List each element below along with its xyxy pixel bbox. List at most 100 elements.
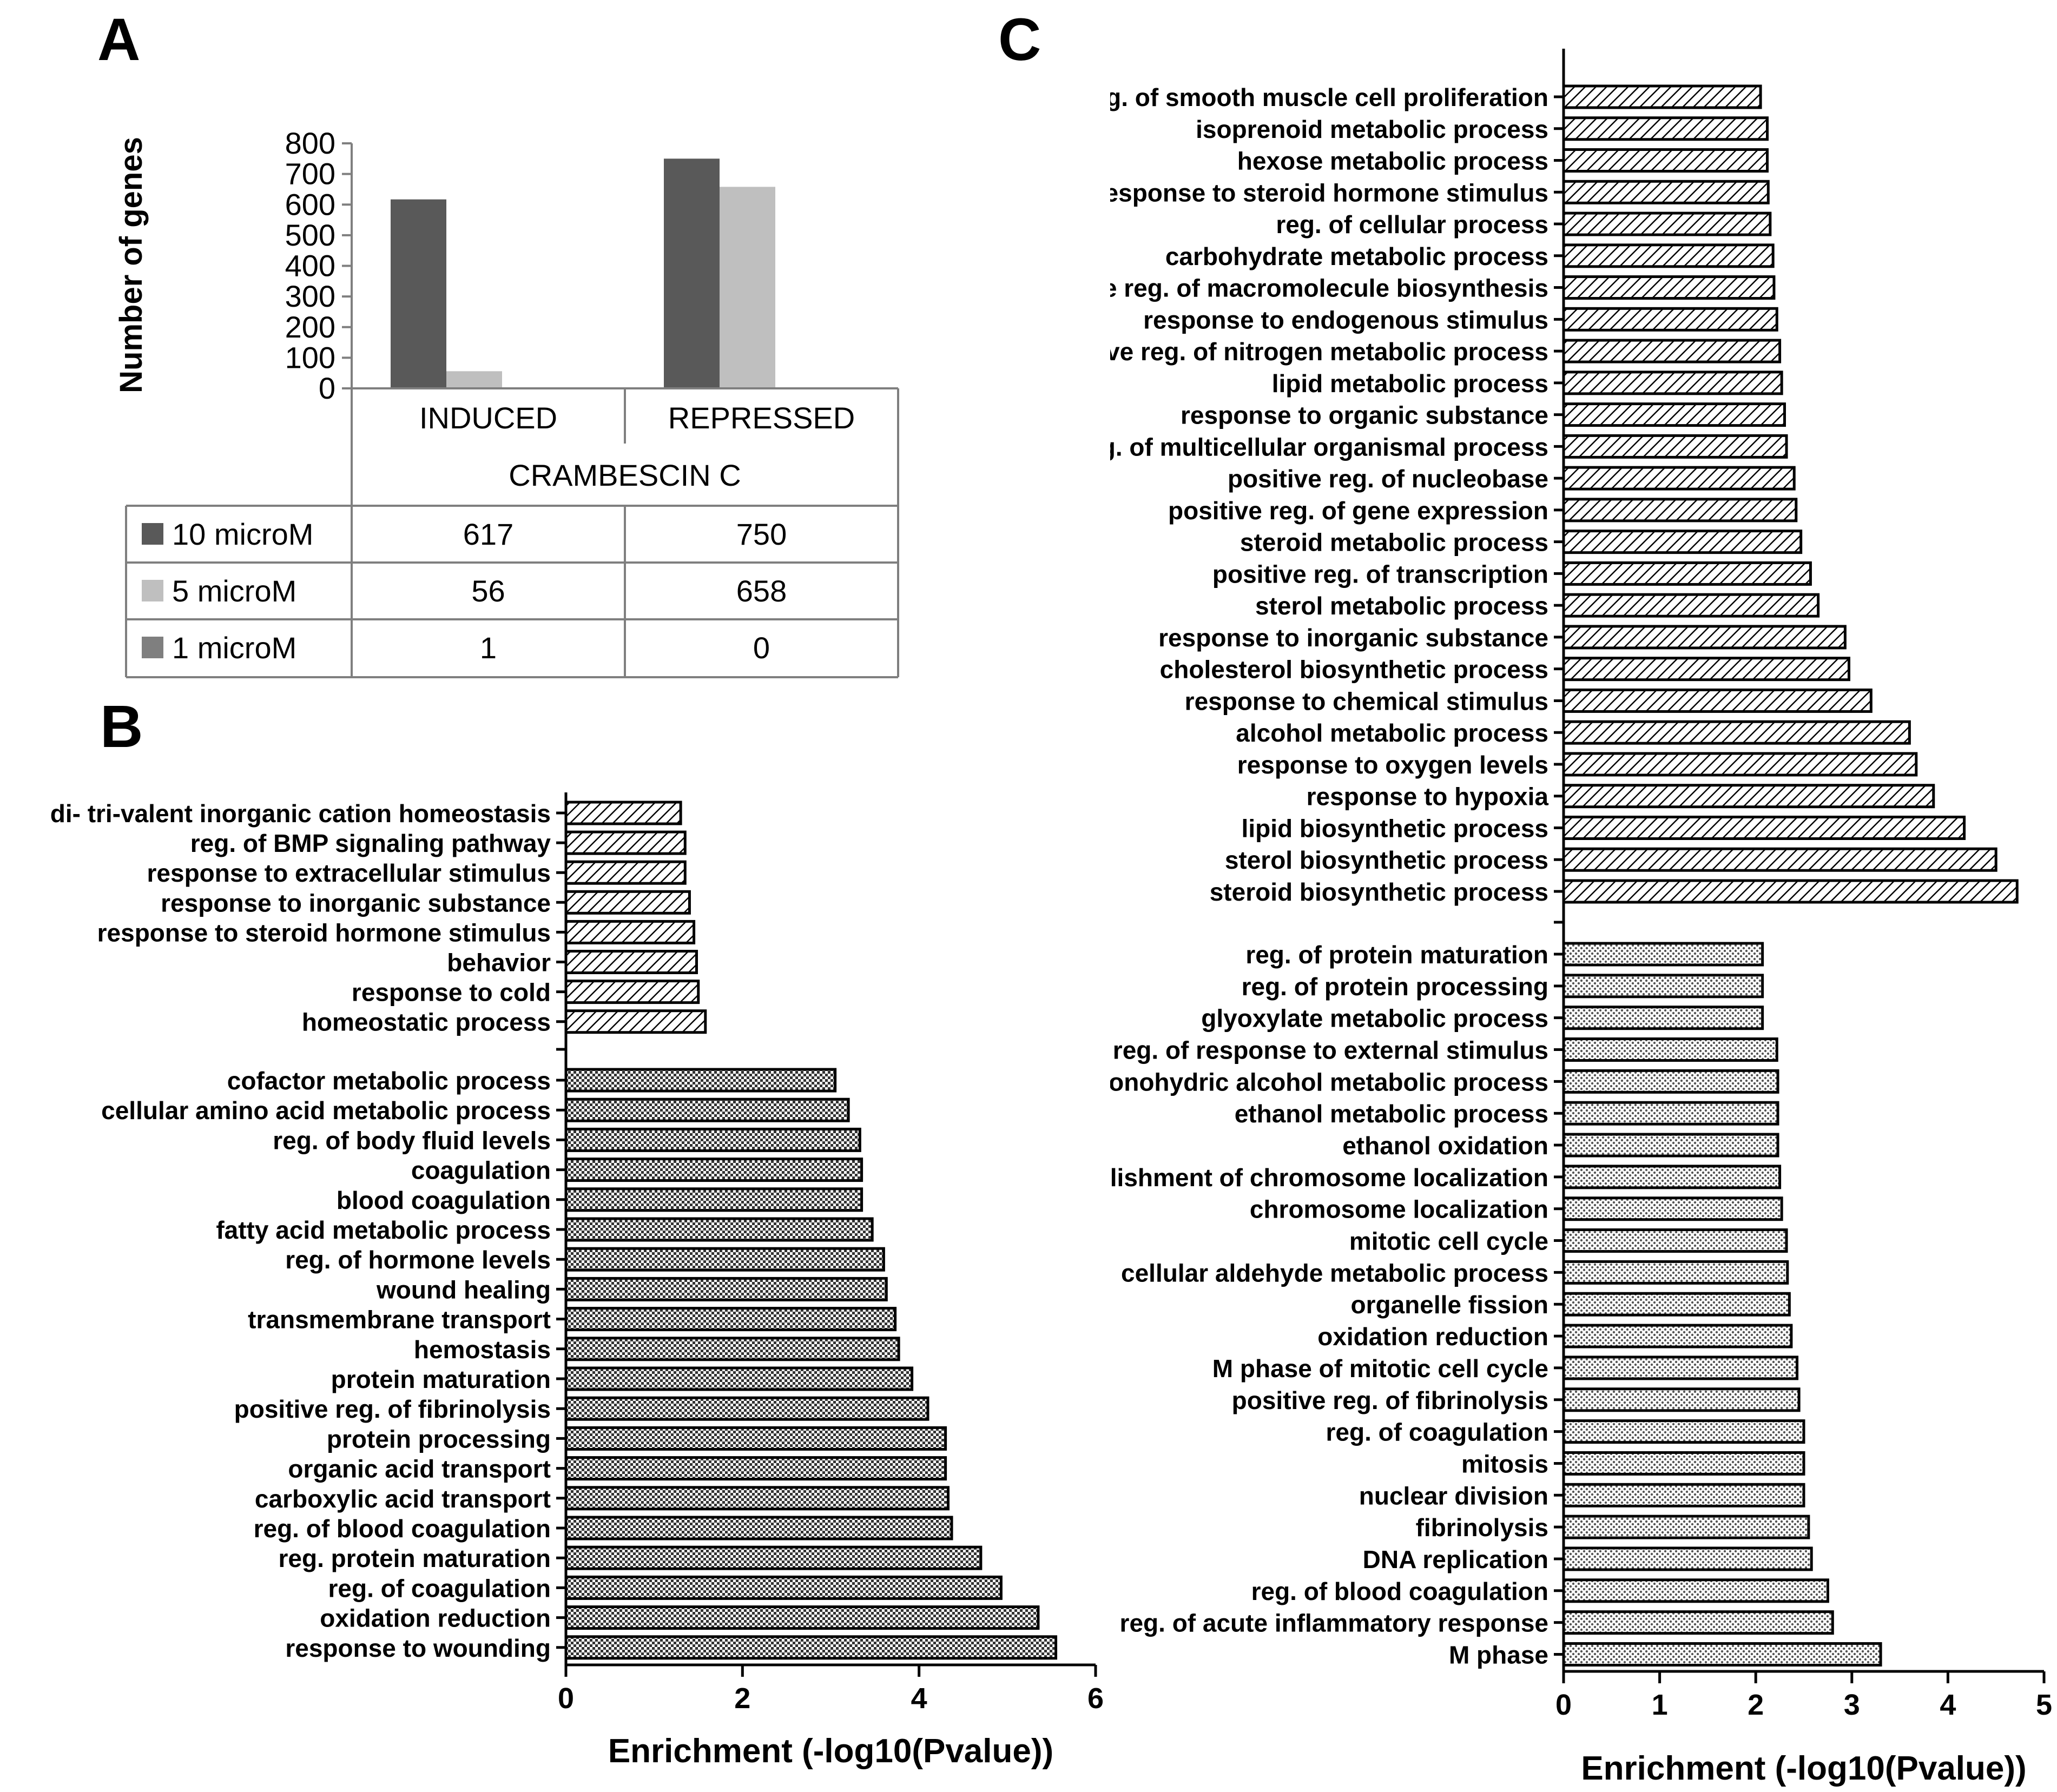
x-tick-label-c: 1 <box>1652 1689 1668 1721</box>
category-label-b: response to wounding <box>285 1634 551 1662</box>
y-tick-label-a: 500 <box>285 218 335 252</box>
x-tick-label-c: 5 <box>2036 1689 2052 1721</box>
bar-b <box>564 1187 863 1212</box>
category-label-c: sterol metabolic process <box>1255 592 1548 620</box>
bar-b <box>564 1127 861 1152</box>
bar-c <box>1562 688 1873 713</box>
category-label-c: organelle fission <box>1350 1291 1548 1319</box>
legend-label-a: 1 microM <box>172 631 296 665</box>
y-tick-label-a: 800 <box>285 126 335 160</box>
bar-c <box>1562 275 1776 300</box>
x-tick-label-b: 6 <box>1087 1682 1104 1715</box>
category-label-b: response to extracellular stimulus <box>147 859 551 887</box>
x-tick-label-b: 4 <box>911 1682 927 1715</box>
category-label-b: reg. of hormone levels <box>285 1246 551 1274</box>
bar-b <box>564 1277 888 1301</box>
x-tick-label-b: 2 <box>734 1682 750 1715</box>
category-label-c: response to hypoxia <box>1307 783 1549 811</box>
bar-b <box>564 1366 914 1391</box>
category-label-c: reg. of acute inflammatory response <box>1120 1609 1548 1637</box>
category-label-a: INDUCED <box>419 401 557 435</box>
category-label-b: reg. of coagulation <box>328 1574 551 1602</box>
bar-c <box>1562 1260 1789 1285</box>
category-label-c: ethanol oxidation <box>1342 1132 1548 1160</box>
x-tick-label-b: 0 <box>558 1682 574 1715</box>
bar-a <box>446 371 502 388</box>
bar-c <box>1562 561 1812 586</box>
category-label-c: response to steroid hormone stimulus <box>1095 178 1548 207</box>
category-label-b: reg. protein maturation <box>279 1544 551 1572</box>
x-tick-label-c: 0 <box>1555 1689 1572 1721</box>
category-label-c: DNA replication <box>1363 1545 1548 1573</box>
category-label-c: positive reg. of macromolecule biosynthe… <box>1023 274 1548 302</box>
table-value-a: 56 <box>471 574 505 608</box>
bar-c <box>1562 784 1935 809</box>
bar-c <box>1562 625 1847 650</box>
bar-c <box>1562 530 1803 554</box>
x-tick-label-c: 4 <box>1940 1689 1956 1721</box>
bar-c <box>1562 752 1918 777</box>
bar-c <box>1562 974 1764 999</box>
chart-c: 0 1 2 3 4 5 Enrichment (-log10(Pvalue)) reg. of… <box>1023 49 2052 1787</box>
bar-c <box>1562 371 1783 395</box>
category-label-b: wound healing <box>376 1275 551 1304</box>
category-label-c: reg. of coagulation <box>1326 1418 1548 1446</box>
panel-a-label: A <box>97 6 141 73</box>
legend-swatch-a <box>142 523 163 545</box>
bar-b <box>564 860 687 885</box>
category-label-c: M phase of mitotic cell cycle <box>1212 1354 1548 1383</box>
bar-c <box>1562 1324 1793 1348</box>
category-label-c: mitosis <box>1461 1450 1548 1478</box>
category-label-c: reg. of protein processing <box>1242 973 1548 1001</box>
category-label-c: positive reg. of gene expression <box>1168 497 1548 525</box>
bar-c <box>1562 1483 1805 1507</box>
category-label-c: nuclear division <box>1359 1482 1548 1510</box>
bar-c <box>1562 1037 1778 1062</box>
bar-c <box>1562 657 1850 682</box>
bar-c <box>1562 339 1782 363</box>
bar-b <box>564 1545 983 1570</box>
bar-b <box>564 980 700 1004</box>
bar-c <box>1562 307 1778 332</box>
category-label-b: carboxylic acid transport <box>255 1485 551 1513</box>
category-label-c: positive reg. of nitrogen metabolic proc… <box>1039 338 1548 366</box>
category-label-c: steroid biosynthetic process <box>1210 878 1548 906</box>
x-tick-label-c: 2 <box>1748 1689 1764 1721</box>
group-title-a: CRAMBESCIN C <box>509 458 741 492</box>
x-axis-title-c: Enrichment (-log10(Pvalue)) <box>1581 1750 2026 1787</box>
category-label-b: response to cold <box>352 978 551 1007</box>
bar-b <box>564 1635 1058 1660</box>
category-label-b: reg. of body fluid levels <box>273 1126 551 1154</box>
bar-b <box>564 1009 707 1034</box>
bar-b <box>564 1337 900 1361</box>
table-value-a: 750 <box>736 517 787 551</box>
legend-swatch-a <box>142 637 163 658</box>
category-label-b: response to steroid hormone stimulus <box>97 918 551 947</box>
bar-b <box>564 1158 863 1182</box>
bar-c <box>1562 1101 1779 1126</box>
category-label-b: fatty acid metabolic process <box>216 1216 551 1244</box>
category-label-c: reg. of smooth muscle cell proliferation <box>1083 83 1548 111</box>
bar-b <box>564 1456 947 1481</box>
category-label-b: di- tri-valent inorganic cation homeosta… <box>50 799 551 828</box>
category-label-b: organic acid transport <box>288 1455 551 1483</box>
category-label-c: ɔlishment of chromosome localization <box>1096 1163 1548 1192</box>
category-label-b: positive reg. of fibrinolysis <box>234 1395 551 1423</box>
category-label-c: isoprenoid metabolic process <box>1196 115 1548 143</box>
category-label-c: ethanol metabolic process <box>1235 1100 1548 1128</box>
bar-c <box>1562 1196 1783 1221</box>
category-label-b: cofactor metabolic process <box>227 1067 551 1095</box>
bar-c <box>1562 1165 1782 1189</box>
y-tick-label-a: 300 <box>285 279 335 313</box>
bar-b <box>564 1426 947 1451</box>
category-label-c: oxidation reduction <box>1317 1322 1548 1351</box>
bar-c <box>1562 211 1772 236</box>
panel-b-label: B <box>100 693 143 760</box>
bar-b <box>564 1486 950 1511</box>
bar-a <box>664 158 720 388</box>
category-label-c: response to endogenous stimulus <box>1143 306 1548 334</box>
bar-c <box>1562 180 1770 204</box>
bar-c <box>1562 1642 1882 1667</box>
